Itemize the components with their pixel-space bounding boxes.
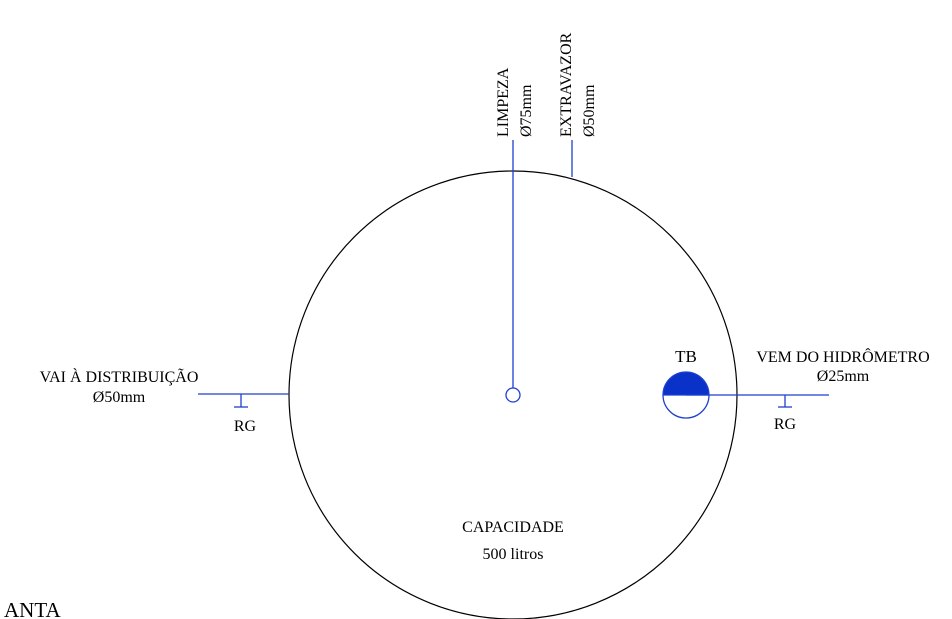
extravazor-label: EXTRAVAZOR: [558, 32, 575, 137]
plan-title: ANTA: [4, 598, 61, 619]
extravazor-diameter-label: Ø50mm: [581, 84, 598, 137]
distribution-diameter-label: Ø50mm: [93, 389, 146, 406]
capacity-value-label: 500 litros: [483, 546, 544, 563]
distribution-label: VAI À DISTRIBUIÇÃO: [40, 367, 199, 386]
rg-right-label: RG: [774, 416, 797, 433]
capacity-label: CAPACIDADE: [462, 519, 564, 536]
cleaning-drain-outlet: [505, 387, 521, 403]
limpeza-label: LIMPEZA: [495, 67, 512, 137]
limpeza-diameter-label: Ø75mm: [518, 84, 535, 137]
float-valve-fill: [663, 372, 709, 395]
inlet-diameter-label: Ø25mm: [817, 368, 870, 385]
rg-left-label: RG: [234, 418, 257, 435]
inlet-label: VEM DO HIDRÔMETRO: [756, 347, 929, 366]
tb-label: TB: [675, 347, 697, 366]
